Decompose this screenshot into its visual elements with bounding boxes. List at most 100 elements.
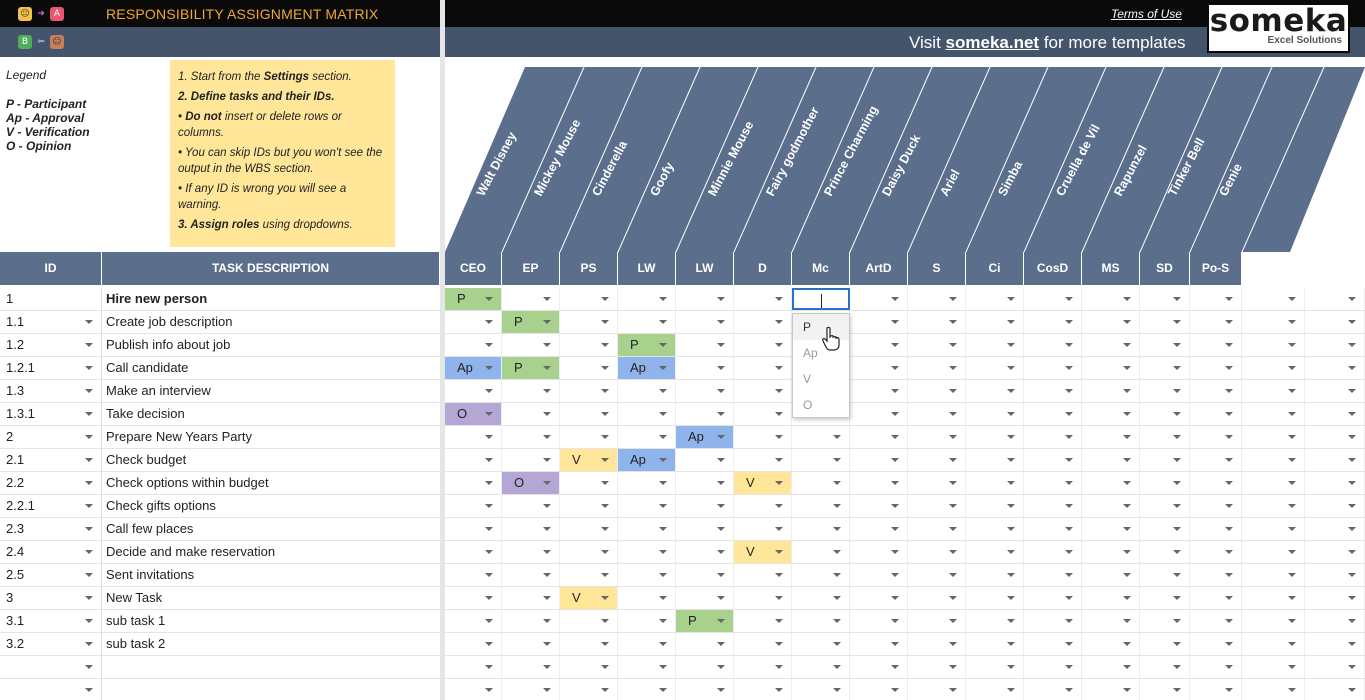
role-cell[interactable] [1024, 587, 1082, 609]
role-cell[interactable] [908, 633, 966, 655]
role-cell[interactable]: Ap [445, 357, 502, 379]
dropdown-arrow-icon[interactable] [1288, 504, 1296, 508]
dropdown-arrow-icon[interactable] [717, 343, 725, 347]
dropdown-arrow-icon[interactable] [601, 320, 609, 324]
role-cell[interactable] [445, 564, 502, 586]
dropdown-arrow-icon[interactable] [1225, 481, 1233, 485]
dropdown-arrow-icon[interactable] [891, 642, 899, 646]
role-cell[interactable] [676, 311, 734, 333]
task-id-cell[interactable]: 2.2.1 [0, 495, 102, 517]
role-cell[interactable] [1305, 679, 1365, 700]
role-cell[interactable]: O [502, 472, 560, 494]
role-cell[interactable] [966, 564, 1024, 586]
role-cell[interactable] [1082, 311, 1140, 333]
role-cell[interactable] [1190, 449, 1242, 471]
dropdown-arrow-icon[interactable] [543, 320, 551, 324]
dropdown-arrow-icon[interactable] [659, 527, 667, 531]
role-cell[interactable] [792, 633, 850, 655]
dropdown-arrow-icon[interactable] [717, 642, 725, 646]
task-description[interactable]: Check budget [106, 452, 187, 467]
role-cell[interactable] [734, 518, 792, 540]
role-cell[interactable] [1082, 656, 1140, 678]
dropdown-arrow-icon[interactable] [1123, 389, 1131, 393]
dropdown-arrow-icon[interactable] [1288, 642, 1296, 646]
dropdown-arrow-icon[interactable] [485, 619, 493, 623]
dropdown-arrow-icon[interactable] [1173, 619, 1181, 623]
dropdown-arrow-icon[interactable] [717, 504, 725, 508]
role-cell[interactable] [445, 610, 502, 632]
role-cell[interactable] [966, 426, 1024, 448]
dropdown-arrow-icon[interactable] [1173, 389, 1181, 393]
role-cell[interactable] [1082, 334, 1140, 356]
dropdown-arrow-icon[interactable] [85, 320, 93, 324]
dropdown-arrow-icon[interactable] [1065, 596, 1073, 600]
role-cell[interactable] [676, 656, 734, 678]
role-cell[interactable] [908, 334, 966, 356]
dropdown-arrow-icon[interactable] [1288, 619, 1296, 623]
role-cell[interactable]: P [618, 334, 676, 356]
dropdown-arrow-icon[interactable] [1123, 504, 1131, 508]
role-cell[interactable] [734, 679, 792, 700]
dropdown-arrow-icon[interactable] [775, 320, 783, 324]
role-cell[interactable] [1247, 587, 1305, 609]
dropdown-arrow-icon[interactable] [775, 504, 783, 508]
dropdown-arrow-icon[interactable] [85, 573, 93, 577]
dropdown-arrow-icon[interactable] [1348, 389, 1356, 393]
role-cell[interactable] [1190, 380, 1242, 402]
role-cell[interactable] [966, 380, 1024, 402]
role-cell[interactable] [792, 610, 850, 632]
role-cell[interactable] [1190, 495, 1242, 517]
dropdown-arrow-icon[interactable] [485, 573, 493, 577]
dropdown-arrow-icon[interactable] [1065, 389, 1073, 393]
role-cell[interactable] [734, 288, 792, 310]
role-cell[interactable] [560, 311, 618, 333]
role-cell[interactable] [445, 541, 502, 563]
dropdown-arrow-icon[interactable] [543, 435, 551, 439]
dropdown-arrow-icon[interactable] [1288, 596, 1296, 600]
dropdown-arrow-icon[interactable] [85, 389, 93, 393]
dropdown-arrow-icon[interactable] [833, 481, 841, 485]
role-cell[interactable] [1190, 610, 1242, 632]
role-cell[interactable] [850, 311, 908, 333]
role-cell[interactable] [1082, 472, 1140, 494]
dropdown-arrow-icon[interactable] [485, 389, 493, 393]
role-cell[interactable] [908, 541, 966, 563]
role-cell[interactable] [560, 357, 618, 379]
role-cell[interactable] [445, 633, 502, 655]
role-cell[interactable] [1305, 541, 1365, 563]
dropdown-arrow-icon[interactable] [891, 688, 899, 692]
role-cell[interactable] [1140, 311, 1190, 333]
dropdown-arrow-icon[interactable] [1007, 573, 1015, 577]
dropdown-arrow-icon[interactable] [775, 297, 783, 301]
role-cell[interactable] [1024, 679, 1082, 700]
role-cell[interactable] [502, 610, 560, 632]
role-cell[interactable] [734, 610, 792, 632]
dropdown-arrow-icon[interactable] [1007, 412, 1015, 416]
role-cell[interactable] [850, 633, 908, 655]
dropdown-arrow-icon[interactable] [601, 550, 609, 554]
dropdown-arrow-icon[interactable] [1007, 504, 1015, 508]
dropdown-arrow-icon[interactable] [1225, 550, 1233, 554]
dropdown-arrow-icon[interactable] [1065, 366, 1073, 370]
dropdown-arrow-icon[interactable] [85, 665, 93, 669]
dropdown-arrow-icon[interactable] [775, 665, 783, 669]
dropdown-arrow-icon[interactable] [891, 458, 899, 462]
role-cell[interactable] [1247, 426, 1305, 448]
role-cell[interactable] [908, 357, 966, 379]
dropdown-arrow-icon[interactable] [775, 435, 783, 439]
role-cell[interactable] [1190, 334, 1242, 356]
role-cell[interactable] [734, 426, 792, 448]
role-cell[interactable] [1024, 403, 1082, 425]
role-cell[interactable] [966, 587, 1024, 609]
dropdown-arrow-icon[interactable] [1173, 435, 1181, 439]
dropdown-arrow-icon[interactable] [717, 596, 725, 600]
role-cell[interactable] [560, 679, 618, 700]
dropdown-arrow-icon[interactable] [949, 596, 957, 600]
role-cell[interactable] [850, 426, 908, 448]
dropdown-arrow-icon[interactable] [891, 619, 899, 623]
dropdown-arrow-icon[interactable] [717, 481, 725, 485]
dropdown-arrow-icon[interactable] [485, 366, 493, 370]
dropdown-arrow-icon[interactable] [543, 619, 551, 623]
role-cell[interactable] [1190, 311, 1242, 333]
dropdown-arrow-icon[interactable] [659, 297, 667, 301]
